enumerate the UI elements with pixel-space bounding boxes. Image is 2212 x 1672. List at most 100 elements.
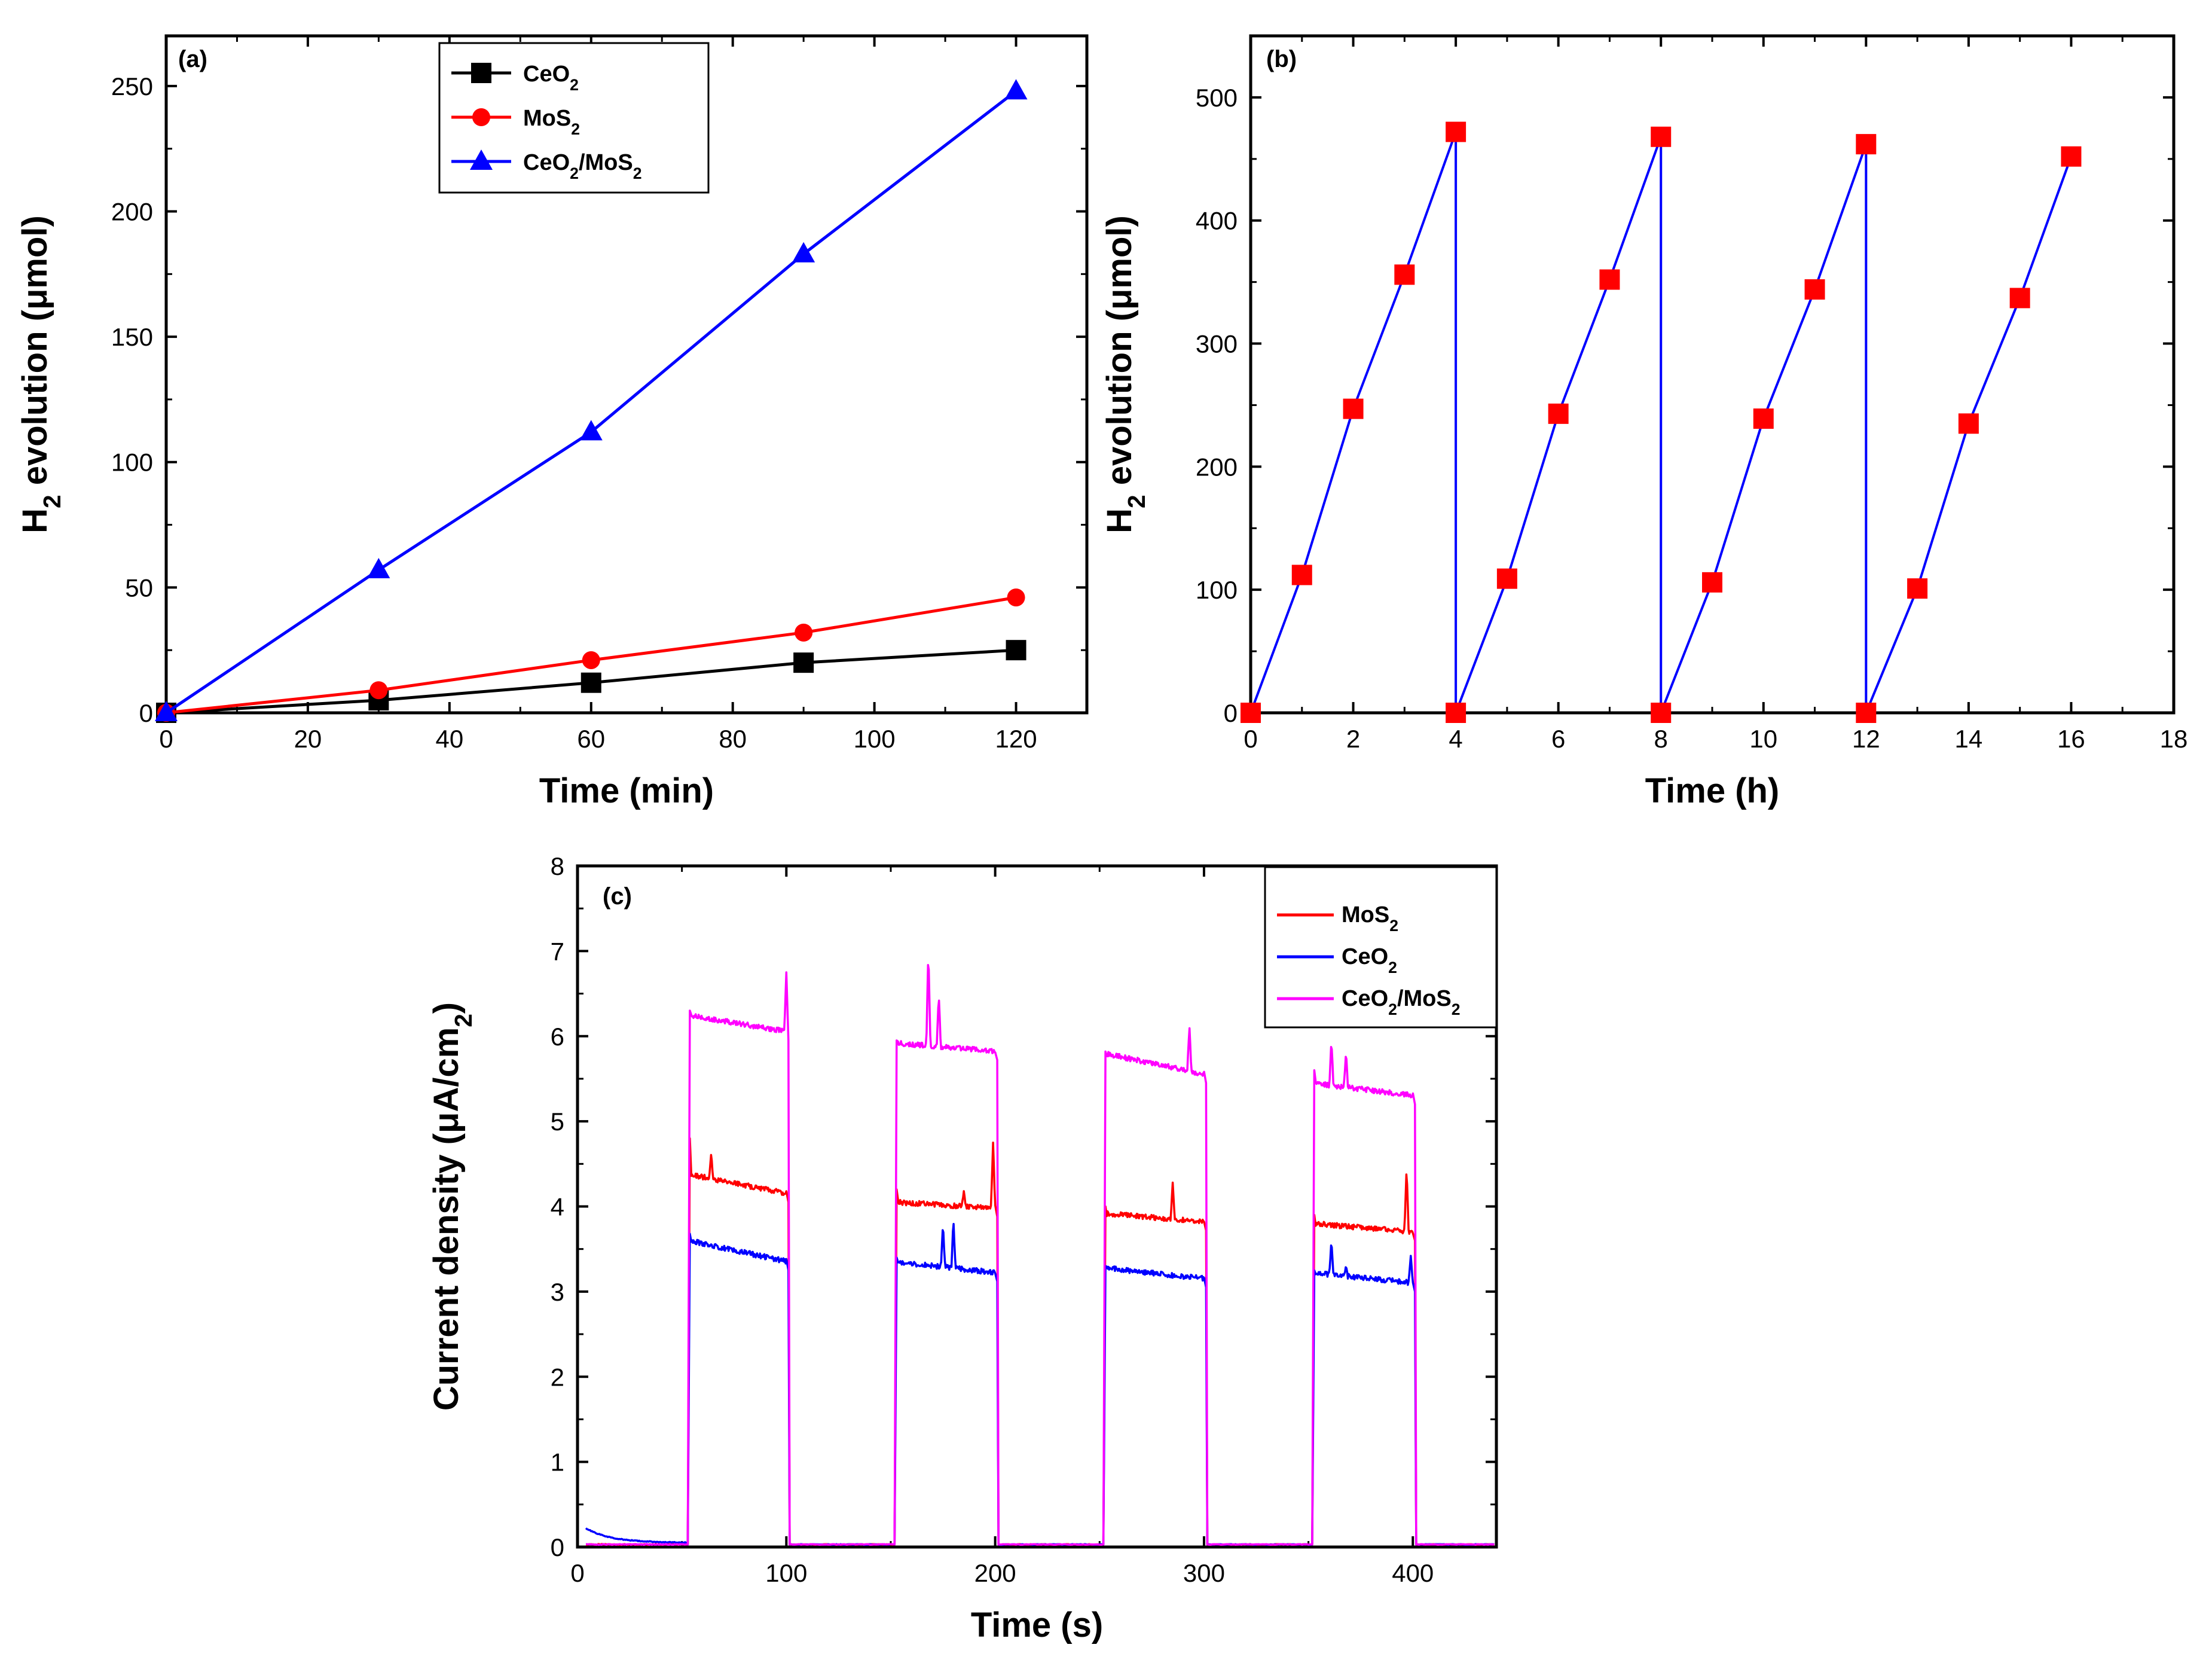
x-tick-label: 200 bbox=[974, 1559, 1016, 1587]
legend-label: MoS2 bbox=[523, 106, 580, 138]
text-run: MoS bbox=[523, 106, 571, 131]
legend-swatch-marker bbox=[471, 63, 491, 83]
series-line-mos2 bbox=[585, 1137, 1495, 1546]
text-run: /MoS bbox=[579, 150, 633, 175]
text-run: evolution (μmol) bbox=[16, 215, 54, 495]
y-tick-label: 7 bbox=[551, 937, 564, 965]
y-tick-label: 8 bbox=[551, 852, 564, 880]
y-axis-title: H2 evolution (μmol) bbox=[16, 215, 66, 533]
data-point bbox=[793, 652, 814, 673]
y-tick-label: 6 bbox=[551, 1023, 564, 1051]
data-point bbox=[1856, 703, 1877, 723]
y-tick-label: 100 bbox=[1196, 576, 1238, 604]
data-point bbox=[1007, 588, 1025, 607]
legend-swatch-marker bbox=[472, 108, 490, 126]
data-point bbox=[1804, 279, 1825, 300]
data-point bbox=[2009, 288, 2030, 309]
x-tick-label: 60 bbox=[577, 725, 605, 753]
y-tick-label: 300 bbox=[1196, 330, 1238, 358]
data-point bbox=[1004, 79, 1028, 100]
data-point bbox=[1907, 578, 1928, 599]
subscript: 2 bbox=[1389, 917, 1398, 935]
data-point bbox=[795, 623, 813, 642]
y-tick-label: 2 bbox=[551, 1363, 564, 1391]
subscript: 2 bbox=[1388, 959, 1397, 977]
series-line-h2 bbox=[1249, 131, 2073, 713]
x-tick-label: 6 bbox=[1551, 725, 1565, 753]
subscript: 2 bbox=[1388, 1000, 1397, 1018]
chart-panel-c: 0 100 200 300 400 0 1 2 3 4 5 6 7 8 Time (s) Current de… bbox=[427, 852, 1498, 1644]
y-tick-label: 1 bbox=[551, 1448, 564, 1476]
data-point bbox=[1343, 398, 1364, 419]
panel-label: (b) bbox=[1266, 46, 1297, 72]
subscript: 2 bbox=[571, 120, 580, 138]
data-point bbox=[367, 558, 390, 579]
text-run: MoS bbox=[1342, 902, 1389, 927]
text-run: H bbox=[16, 508, 54, 533]
subscript: 2 bbox=[1123, 495, 1150, 508]
legend-label: CeO2/MoS2 bbox=[523, 150, 642, 182]
legend-box bbox=[1264, 866, 1498, 1029]
y-tick-label: 400 bbox=[1196, 207, 1238, 235]
subscript: 2 bbox=[570, 76, 579, 94]
y-axis-title: Current density (μA/cm2) bbox=[427, 1002, 477, 1411]
text-run: Current density (μA/cm bbox=[427, 1027, 466, 1411]
text-run: evolution (μmol) bbox=[1100, 215, 1139, 495]
text-run: ) bbox=[427, 1002, 466, 1014]
x-tick-label: 100 bbox=[765, 1559, 807, 1587]
legend-swatch-marker bbox=[470, 149, 493, 170]
data-point bbox=[1702, 572, 1722, 593]
data-point bbox=[1496, 568, 1517, 589]
data-point bbox=[2061, 146, 2082, 167]
panel-label: (c) bbox=[603, 883, 632, 910]
data-point bbox=[579, 420, 603, 441]
y-tick-label: 5 bbox=[551, 1107, 564, 1136]
y-tick-label: 4 bbox=[551, 1193, 564, 1221]
x-tick-label: 80 bbox=[719, 725, 747, 753]
panel-label: (a) bbox=[178, 46, 207, 72]
data-point bbox=[1958, 413, 1979, 434]
data-point bbox=[369, 681, 388, 700]
data-point bbox=[1856, 134, 1877, 155]
data-point bbox=[155, 701, 178, 721]
subscript: 2 bbox=[570, 164, 579, 182]
data-point bbox=[1446, 121, 1466, 142]
y-tick-label: 0 bbox=[1224, 699, 1238, 727]
legend-label: MoS2 bbox=[1342, 902, 1398, 935]
x-tick-label: 0 bbox=[159, 725, 173, 753]
y-axis-title: H2 evolution (μmol) bbox=[1100, 215, 1150, 533]
data-point bbox=[1599, 269, 1620, 290]
data-point bbox=[792, 242, 815, 263]
x-tick-label: 16 bbox=[2057, 725, 2085, 753]
legend-label: CeO2 bbox=[523, 62, 579, 94]
chart-panel-b: 0 2 4 6 8 10 12 14 16 18 0 100 200 300 400 500 Time (h) H… bbox=[1100, 34, 2187, 810]
y-tick-label: 3 bbox=[551, 1278, 564, 1306]
plot-frame bbox=[1249, 34, 2176, 715]
text-run: H bbox=[1100, 508, 1139, 533]
x-tick-label: 100 bbox=[854, 725, 896, 753]
x-tick-label: 12 bbox=[1852, 725, 1880, 753]
data-point bbox=[1394, 264, 1415, 285]
x-tick-label: 300 bbox=[1183, 1559, 1225, 1587]
legend-label: CeO2 bbox=[1342, 944, 1397, 977]
x-tick-label: 120 bbox=[995, 725, 1037, 753]
y-tick-label: 500 bbox=[1196, 84, 1238, 112]
text-run: CeO bbox=[1342, 986, 1388, 1011]
data-point bbox=[1241, 703, 1261, 723]
data-point bbox=[1651, 703, 1672, 723]
data-point bbox=[581, 672, 601, 693]
data-point bbox=[1446, 703, 1466, 723]
y-tick-label: 0 bbox=[139, 699, 153, 727]
y-tick-label: 100 bbox=[111, 448, 153, 477]
text-run: CeO bbox=[1342, 944, 1388, 969]
series-line-ceo2 bbox=[585, 1223, 1495, 1546]
x-tick-label: 10 bbox=[1749, 725, 1777, 753]
x-tick-label: 0 bbox=[1244, 725, 1257, 753]
x-tick-label: 14 bbox=[1955, 725, 1983, 753]
x-tick-label: 40 bbox=[435, 725, 463, 753]
subscript: 2 bbox=[38, 495, 66, 508]
text-run: CeO bbox=[523, 62, 570, 87]
data-point bbox=[1548, 403, 1569, 424]
x-tick-label: 0 bbox=[570, 1559, 584, 1587]
